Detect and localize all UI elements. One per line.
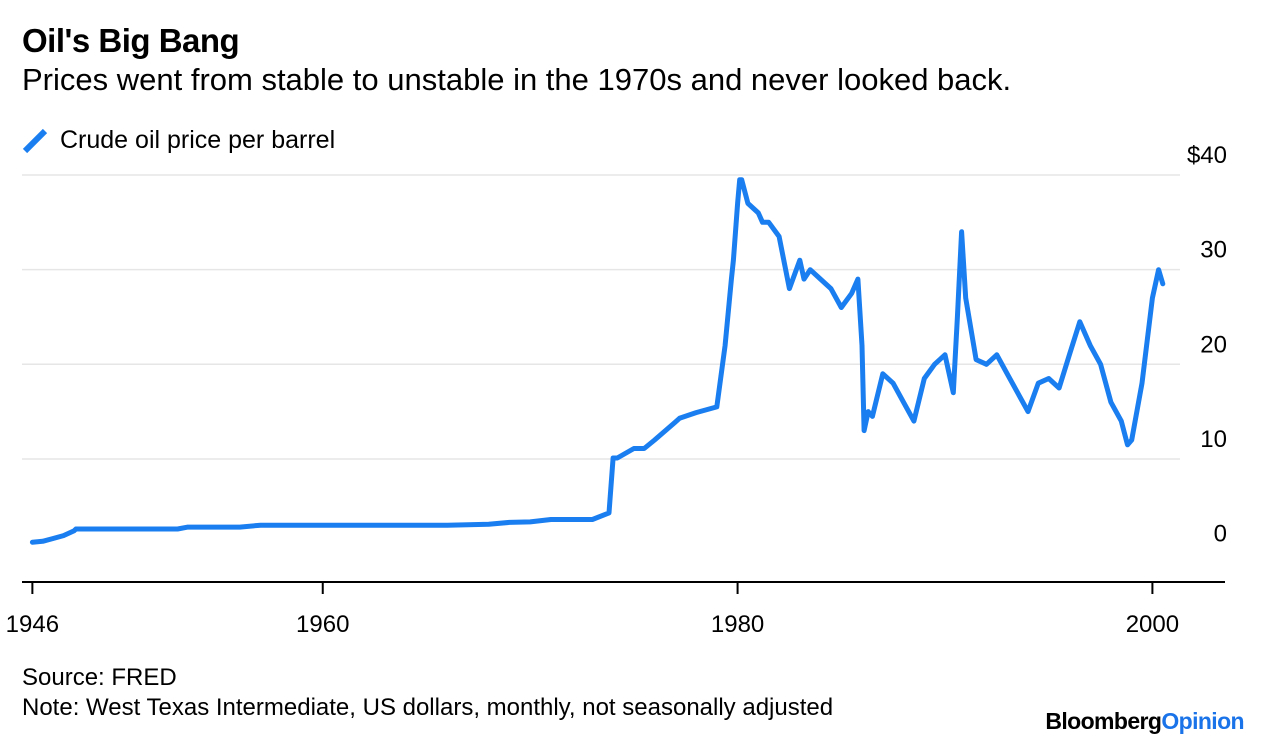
x-tick-label: 1946 [6, 611, 59, 638]
data-note: Note: West Texas Intermediate, US dollar… [22, 694, 834, 721]
series-line-crude-oil-price [29, 177, 1166, 545]
bloomberg-opinion-logo: BloombergOpinion [1045, 708, 1244, 735]
gridlines [22, 174, 1180, 460]
chart-subtitle: Prices went from stable to unstable in t… [22, 62, 1012, 97]
source-note: Source: FRED [22, 664, 177, 691]
chart-title: Oil's Big Bang [22, 22, 240, 59]
x-axis-ticks: 1946 1960 1980 2000 [6, 582, 1179, 638]
y-tick-label: 10 [1200, 426, 1227, 453]
x-tick-label: 2000 [1126, 611, 1179, 638]
legend: Crude oil price per barrel [22, 126, 335, 155]
y-tick-label: 30 [1200, 237, 1227, 264]
y-tick-label: 0 [1214, 521, 1227, 548]
y-axis-tick-labels: 0 10 20 30 $40 [1187, 142, 1227, 548]
x-tick-label: 1960 [296, 611, 349, 638]
legend-label: Crude oil price per barrel [60, 126, 336, 154]
brand-bloomberg: Bloomberg [1045, 708, 1162, 734]
x-tick-label: 1980 [711, 611, 764, 638]
legend-swatch-line-icon [22, 128, 48, 154]
brand-opinion: Opinion [1161, 708, 1244, 734]
y-tick-label: $40 [1187, 142, 1227, 169]
y-tick-label: 20 [1200, 331, 1227, 358]
